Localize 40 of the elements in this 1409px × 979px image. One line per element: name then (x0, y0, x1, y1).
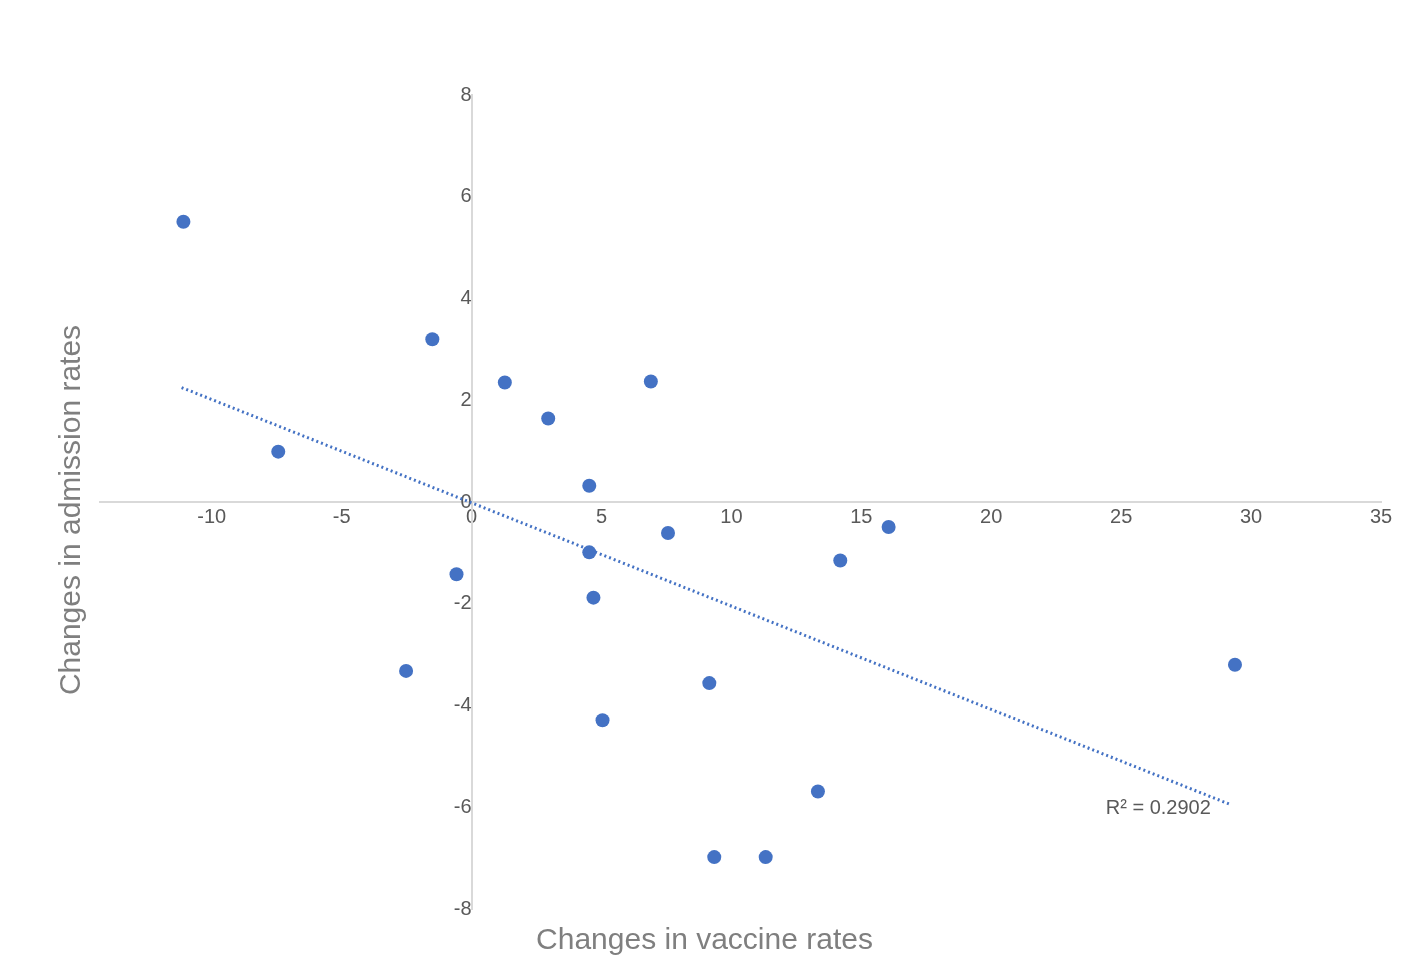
point (702, 676, 717, 691)
point (643, 374, 658, 389)
point (661, 526, 676, 541)
point (425, 332, 440, 347)
y-tick-label: -4 (453, 693, 472, 716)
annotation: R² = 0.2902 (1105, 796, 1211, 819)
point (881, 519, 896, 534)
y-tick-label: -6 (453, 794, 472, 817)
x-tick-label: 30 (1239, 504, 1263, 527)
x-tick-label: 15 (850, 504, 873, 527)
point (497, 375, 512, 390)
x-tick-label: -10 (197, 504, 227, 527)
x-tick-label: 5 (595, 504, 608, 527)
point (810, 784, 825, 799)
point (586, 590, 601, 605)
y-tick-label: -8 (453, 896, 472, 919)
point (582, 545, 597, 560)
point (582, 478, 597, 493)
point (176, 214, 191, 229)
point (758, 850, 773, 865)
x-axis-title: Changes in vaccine rates (535, 922, 874, 956)
point (271, 444, 286, 459)
point (449, 567, 464, 582)
x-tick-label: 20 (980, 504, 1003, 527)
point (399, 663, 414, 678)
x-tick-label: 10 (720, 504, 743, 527)
y-tick-label: 6 (460, 184, 472, 207)
x-tick-label: -5 (332, 504, 351, 527)
y-tick-label: 4 (460, 286, 472, 309)
y-axis-title: Changes in admission rates (53, 324, 87, 696)
x-tick-label: 25 (1110, 504, 1133, 527)
y-tick-label: 8 (460, 82, 472, 105)
point (595, 713, 610, 728)
point (1227, 657, 1242, 672)
point (833, 553, 848, 568)
point (707, 850, 722, 865)
y-tick-label: -2 (453, 591, 472, 614)
y-tick-label: 2 (460, 387, 472, 410)
x-tick-label: 35 (1369, 504, 1393, 527)
point (541, 411, 556, 426)
